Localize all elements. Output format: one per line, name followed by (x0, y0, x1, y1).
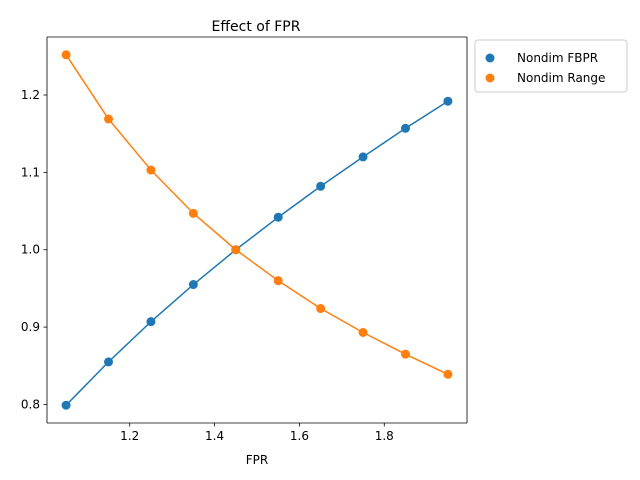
legend-marker (485, 73, 495, 83)
axis-layer: 1.2 1.4 1.6 1.8 0.8 0.9 1.0 1.1 1.2 (21, 36, 468, 443)
legend-label: Nondim Range (517, 71, 605, 85)
data-point (104, 357, 114, 367)
data-point (443, 96, 453, 106)
data-point (273, 212, 283, 222)
legend-box (474, 39, 628, 93)
series-line-1 (65, 54, 449, 375)
legend-label: Nondim FBPR (517, 51, 598, 65)
plot-area (47, 37, 467, 423)
x-tick-label: 1.8 (375, 429, 394, 443)
data-point (61, 400, 71, 410)
data-point (358, 152, 368, 162)
y-tick-label: 1.2 (21, 88, 40, 102)
x-axis-label: FPR (246, 453, 268, 467)
data-point (443, 369, 453, 379)
data-point (400, 123, 410, 133)
data-point (231, 245, 241, 255)
data-point (316, 304, 326, 314)
data-point (400, 349, 410, 359)
data-point (188, 280, 198, 290)
x-tick-label: 1.4 (205, 429, 224, 443)
series-1 (61, 50, 453, 379)
y-tick-label: 1.0 (21, 243, 40, 257)
data-point (61, 50, 71, 60)
series-line-0 (65, 100, 449, 406)
series-layer (61, 50, 453, 410)
data-point (188, 208, 198, 218)
x-tick-label: 1.2 (120, 429, 139, 443)
y-tick-label: 1.1 (21, 165, 40, 179)
legend-marker (485, 53, 495, 63)
data-point (146, 317, 156, 327)
legend: Nondim FBPR Nondim Range (474, 39, 628, 93)
data-point (358, 327, 368, 337)
x-tick-label: 1.6 (290, 429, 309, 443)
y-tick-label: 0.9 (21, 320, 40, 334)
data-point (104, 114, 114, 124)
data-point (146, 165, 156, 175)
data-point (316, 181, 326, 191)
y-tick-label: 0.8 (21, 397, 40, 411)
chart-title: Effect of FPR (212, 19, 301, 35)
data-point (273, 276, 283, 286)
